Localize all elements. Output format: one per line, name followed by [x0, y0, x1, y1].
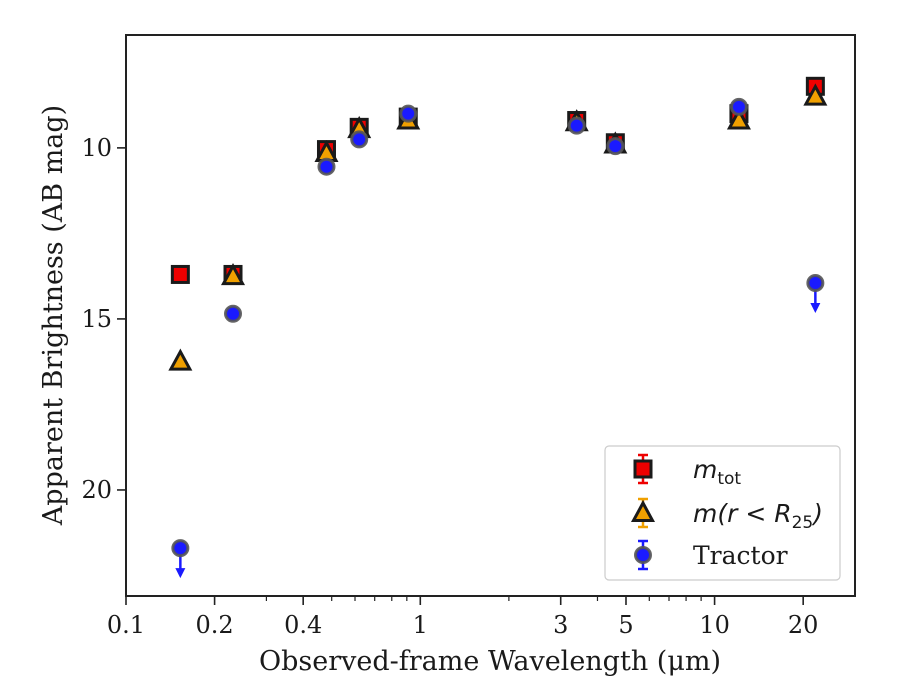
data-point-triangle — [803, 83, 828, 106]
data-point-square — [170, 264, 190, 284]
x-tick-label: 1 — [413, 611, 428, 639]
x-tick-label: 0.1 — [107, 611, 145, 639]
y-tick-label: 20 — [81, 476, 112, 504]
data-point-circle — [224, 304, 243, 323]
data-point-circle — [317, 157, 336, 176]
legend-marker-circle — [634, 546, 652, 564]
data-point-circle — [171, 539, 190, 558]
x-tick-label: 10 — [699, 611, 730, 639]
x-axis-label: Observed-frame Wavelength (μm) — [259, 646, 721, 677]
legend-marker-square — [633, 459, 653, 479]
x-axis: 0.1 0.2 0.4 1 3 5 10 20 — [107, 596, 819, 639]
y-axis-label: Apparent Brightness (AB mag) — [38, 105, 69, 526]
y-tick-label: 10 — [81, 134, 112, 162]
legend-label-main: m — [693, 455, 717, 484]
series-circle — [171, 97, 825, 579]
legend-label-subscript: tot — [717, 469, 741, 489]
legend: mtot m(r < R25) Tractor — [604, 445, 841, 581]
data-point-circle — [806, 274, 825, 293]
series-layer — [168, 76, 828, 579]
plot-frame — [125, 34, 856, 597]
data-point-circle — [399, 104, 418, 123]
y-tick-label: 15 — [81, 305, 112, 333]
legend-label-rest: ) — [811, 499, 823, 528]
x-tick-label: 3 — [553, 611, 568, 639]
data-point-triangle — [168, 348, 193, 371]
y-axis: 10 15 20 — [81, 134, 126, 504]
x-tick-label: 20 — [788, 611, 819, 639]
series-square — [170, 76, 825, 284]
series-triangle — [168, 83, 828, 371]
legend-label-main: m(r < R — [693, 499, 792, 528]
legend-label-main: Tractor — [693, 541, 788, 570]
upper-limit-arrowhead — [810, 303, 821, 314]
legend-label: m(r < R25) — [693, 499, 823, 533]
legend-label: mtot — [693, 455, 741, 489]
x-tick-label: 0.2 — [196, 611, 234, 639]
x-tick-label: 5 — [618, 611, 633, 639]
legend-marker-triangle — [630, 499, 656, 522]
data-point-circle — [606, 137, 625, 156]
legend-label: Tractor — [693, 541, 788, 570]
data-point-circle — [729, 97, 748, 116]
data-point-circle — [567, 116, 586, 135]
data-point-triangle — [220, 263, 246, 286]
upper-limit-arrowhead — [175, 568, 186, 579]
data-point-triangle — [726, 107, 751, 130]
plot-area — [125, 34, 856, 597]
x-tick-label: 0.4 — [284, 611, 322, 639]
data-point-circle — [350, 130, 369, 149]
legend-label-subscript: 25 — [792, 513, 814, 533]
legend-box — [604, 445, 841, 581]
